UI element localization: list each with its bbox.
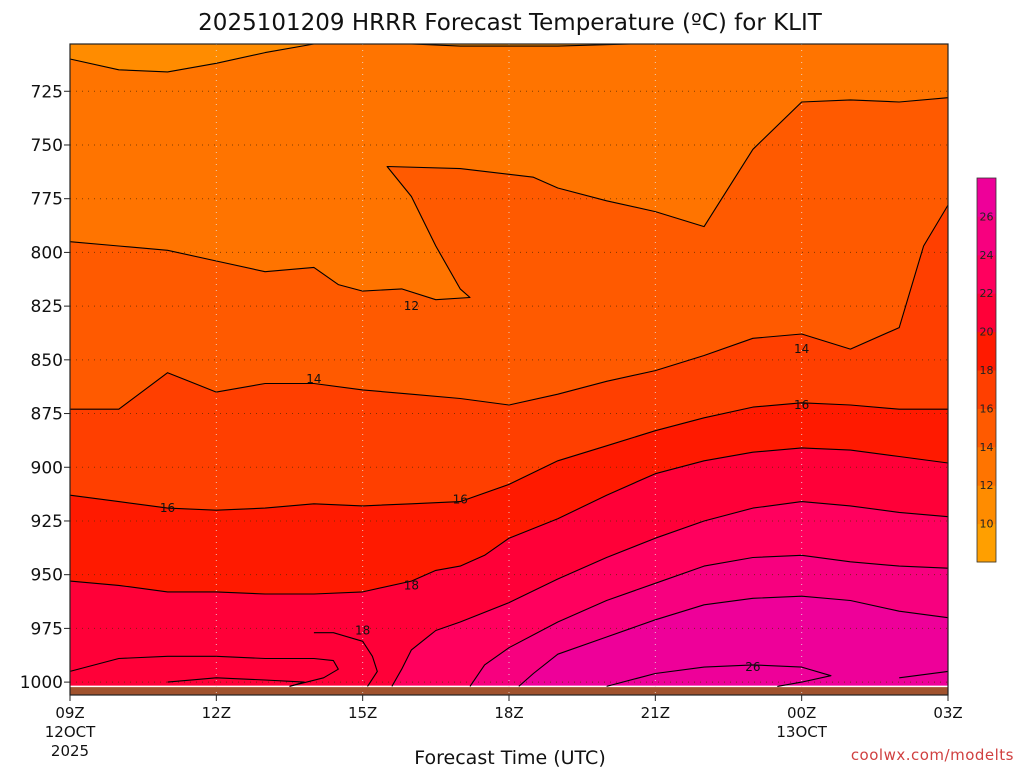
- colorbar-segment-12: [977, 446, 996, 486]
- x-tick-label-00Z: 00Z: [787, 704, 816, 722]
- contour-18-4: [69, 402, 948, 511]
- colorbar-segment-8: [977, 523, 996, 563]
- colorbar-segment-14: [977, 408, 996, 448]
- colorbar-label-20: 20: [980, 326, 994, 339]
- contour-labels: 12 14 14 16 16 16 18 18 26: [160, 299, 809, 674]
- colorbar-label-26: 26: [980, 210, 994, 223]
- x-tick-label-12Z: 12Z: [202, 704, 231, 722]
- colorbar-segment-24: [977, 216, 996, 256]
- contour-label-18-6: 18: [404, 578, 419, 592]
- ground-surface: [70, 685, 948, 695]
- colorbar-label-16: 16: [980, 402, 994, 415]
- chart-title: 2025101209 HRRR Forecast Temperature (ºC…: [198, 10, 823, 36]
- x-tick-label-09Z: 09Z: [55, 704, 84, 722]
- colorbar-label-18: 18: [980, 364, 994, 377]
- colorbar-border: [976, 177, 997, 563]
- colorbar-segment-20: [977, 293, 996, 333]
- x-date-label-09Z: 12OCT: [45, 723, 96, 741]
- contour-label-14-1: 14: [306, 372, 321, 386]
- y-tick-label-750: 750: [31, 136, 63, 156]
- colorbar-segment-16: [977, 370, 996, 409]
- isotherm-contours: [69, 43, 949, 687]
- colorbar-label-24: 24: [980, 249, 994, 262]
- y-tick-label-825: 825: [31, 297, 63, 317]
- colorbar-segment-26: [977, 178, 996, 217]
- x-tick-label-15Z: 15Z: [348, 704, 377, 722]
- contour-label-12-0: 12: [404, 299, 419, 313]
- y-tick-label-800: 800: [31, 243, 63, 263]
- contour-20-9: [313, 632, 378, 687]
- y-tick-label-1000: 1000: [20, 673, 63, 693]
- contour-label-26-8: 26: [745, 660, 760, 674]
- colorbar-segment-22: [977, 254, 996, 294]
- colorbar-label-22: 22: [980, 287, 994, 300]
- y-tick-label-900: 900: [31, 458, 63, 478]
- contour-26-13: [899, 670, 949, 679]
- colorbar-label-14: 14: [980, 441, 994, 454]
- x-date-label-00Z: 13OCT: [776, 723, 827, 741]
- colorbar-label-10: 10: [980, 518, 994, 531]
- contour-20-7: [167, 677, 305, 687]
- y-tick-label-875: 875: [31, 405, 63, 425]
- contour-12-1: [411, 43, 631, 47]
- x-year-label-09Z: 2025: [51, 742, 89, 760]
- x-tick-label-21Z: 21Z: [641, 704, 670, 722]
- contour-20-5: [69, 447, 949, 595]
- contour-12-0: [69, 43, 314, 73]
- contour-20-8: [391, 501, 949, 687]
- contour-22-10: [469, 554, 949, 687]
- contour-24-11: [518, 595, 949, 687]
- contour-16-3: [70, 204, 949, 410]
- y-tick-label-950: 950: [31, 566, 63, 586]
- contour-26-12: [606, 664, 832, 687]
- y-axis: 725 750 775 800 825 850 875 900 925 950 975 1000: [20, 82, 70, 693]
- colorbar: 10 12 14 16 18 20 22 24 26: [976, 177, 997, 563]
- x-axis-label: Forecast Time (UTC): [414, 747, 605, 768]
- y-tick-label-850: 850: [31, 351, 63, 371]
- contour-label-18-7: 18: [355, 624, 370, 638]
- x-tick-label-18Z: 18Z: [494, 704, 523, 722]
- contour-20-6: [69, 655, 339, 687]
- x-tick-label-03Z: 03Z: [933, 704, 962, 722]
- colorbar-segment-10: [977, 485, 996, 525]
- ground-fill: [70, 686, 948, 695]
- colorbar-segment-18: [977, 331, 996, 371]
- contour-label-16-5: 16: [794, 398, 809, 412]
- contour-label-16-3: 16: [160, 501, 175, 515]
- y-tick-label-975: 975: [31, 619, 63, 639]
- credit-link[interactable]: coolwx.com/modelts: [851, 746, 1014, 764]
- y-tick-label-925: 925: [31, 512, 63, 532]
- y-tick-label-775: 775: [31, 190, 63, 210]
- contour-label-14-2: 14: [794, 342, 809, 356]
- y-tick-label-725: 725: [31, 82, 63, 102]
- colorbar-label-12: 12: [980, 479, 994, 492]
- contour-14-2: [69, 97, 949, 301]
- contour-label-16-4: 16: [453, 492, 468, 506]
